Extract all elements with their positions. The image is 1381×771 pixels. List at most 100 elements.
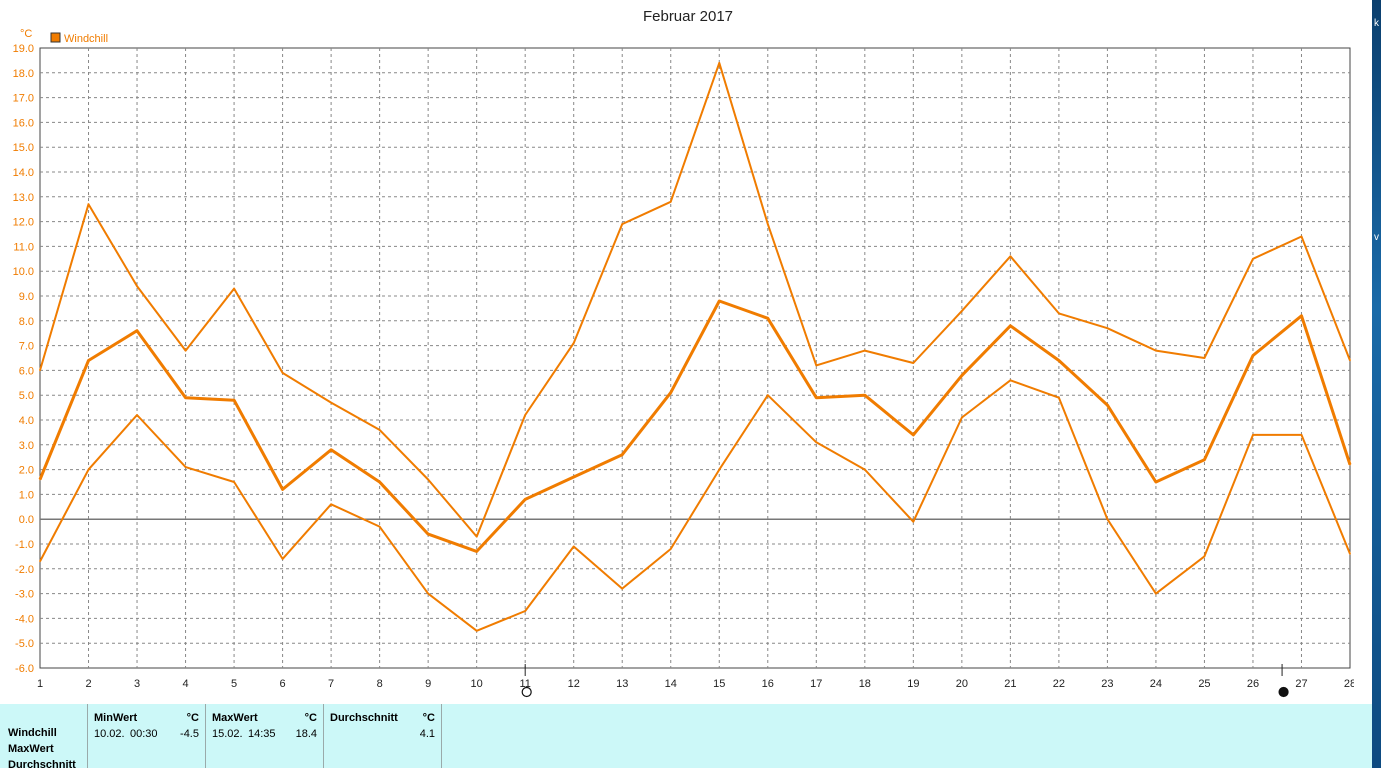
y-tick-label: 15.0	[13, 142, 34, 154]
data-point-max	[136, 285, 138, 287]
data-point-min	[378, 525, 381, 528]
data-point-max	[39, 369, 41, 372]
data-point-max	[961, 310, 963, 312]
stats-date: 10.02.	[94, 728, 125, 740]
data-point-avg	[718, 300, 721, 302]
data-point-min	[1009, 379, 1012, 382]
x-tick-label: 13	[616, 678, 628, 690]
stats-column-header: MaxWert	[212, 712, 258, 724]
data-point-min	[912, 520, 915, 523]
x-tick-label: 12	[568, 678, 580, 690]
x-tick-label: 1	[37, 678, 43, 690]
data-point-max	[815, 364, 818, 367]
grid-lines	[39, 47, 1351, 669]
y-axis-ticks: 19.0 18.0 17.0 16.0 15.0 14.0 13.0 12.0 11.0 10.0…	[13, 43, 34, 675]
desktop-text-fragment: v	[1374, 232, 1379, 243]
y-tick-label: 19.0	[13, 43, 34, 55]
x-tick-label: 10	[471, 678, 483, 690]
series-lines	[38, 61, 1352, 632]
data-point-max	[233, 287, 235, 290]
x-tick-label: 2	[85, 678, 91, 690]
y-tick-label: -2.0	[15, 564, 34, 576]
stats-column-header: MinWert	[94, 712, 138, 724]
y-tick-label: 16.0	[13, 117, 34, 129]
data-point-min	[136, 414, 138, 416]
data-point-avg	[184, 396, 187, 399]
data-point-min	[815, 441, 818, 444]
data-point-min	[1349, 553, 1351, 555]
stats-column-unit: °C	[186, 712, 199, 724]
data-point-avg	[961, 374, 963, 377]
data-point-avg	[378, 481, 381, 483]
data-point-max	[475, 535, 478, 538]
desktop-text-fragment: k	[1374, 18, 1379, 29]
data-point-min	[281, 558, 284, 560]
data-point-min	[864, 468, 866, 471]
statistics-panel: Windchill MaxWert Durchschnitt MinWert °…	[0, 704, 1372, 771]
windchill-chart: Februar 2017 °C Windchill 19.018.017.016…	[13, 8, 1356, 698]
data-point-avg	[912, 434, 915, 436]
x-tick-label: 22	[1053, 678, 1065, 690]
x-tick-label: 16	[762, 678, 774, 690]
data-point-max	[1203, 357, 1206, 359]
x-tick-label: 25	[1198, 678, 1210, 690]
x-tick-label: 15	[713, 678, 725, 690]
data-point-max	[427, 478, 429, 481]
data-point-min	[184, 466, 187, 468]
x-tick-label: 24	[1150, 678, 1162, 690]
stats-column-durchschnitt: Durchschnitt °C 4.1	[324, 704, 442, 768]
plot-frame	[39, 47, 1351, 669]
data-point-avg	[136, 329, 138, 332]
y-tick-label: 0.0	[19, 514, 34, 526]
legend-label: Windchill	[64, 33, 108, 45]
data-point-min	[718, 468, 721, 471]
stats-value: 4.1	[419, 728, 435, 740]
stats-column-unit: °C	[422, 712, 435, 724]
y-tick-label: 10.0	[13, 266, 34, 278]
data-point-max	[669, 200, 672, 203]
x-tick-label: 19	[907, 678, 919, 690]
y-tick-label: 1.0	[19, 489, 34, 501]
data-point-avg	[1058, 359, 1060, 362]
data-point-max	[378, 429, 381, 431]
y-tick-label: 17.0	[13, 93, 34, 105]
data-point-max	[1349, 359, 1351, 362]
data-point-max	[572, 342, 575, 344]
x-tick-label: 3	[134, 678, 140, 690]
y-tick-label: -4.0	[15, 613, 34, 625]
stats-time: 00:30	[130, 728, 158, 740]
legend-swatch	[50, 32, 61, 43]
series-line-min	[39, 379, 1351, 632]
data-point-min	[572, 545, 575, 548]
data-point-min	[961, 416, 963, 419]
data-point-max	[281, 372, 284, 374]
new-moon-icon	[1278, 686, 1289, 698]
y-tick-label: 14.0	[13, 167, 34, 179]
data-point-min	[669, 548, 672, 550]
data-point-max	[766, 223, 769, 225]
y-tick-label: 11.0	[13, 241, 34, 253]
data-point-max	[864, 349, 866, 352]
data-point-avg	[1106, 404, 1109, 406]
data-point-avg	[330, 448, 332, 451]
data-point-min	[475, 630, 478, 632]
data-point-avg	[1349, 463, 1351, 466]
data-point-avg	[1300, 315, 1303, 317]
desktop-background-strip	[1372, 0, 1381, 768]
x-tick-label: 7	[328, 678, 334, 690]
data-point-avg	[1252, 354, 1254, 357]
x-tick-label: 18	[859, 678, 871, 690]
stats-row-label: MaxWert	[8, 743, 54, 755]
x-tick-label: 28	[1344, 678, 1356, 690]
data-point-min	[233, 481, 235, 483]
data-point-avg	[475, 550, 478, 553]
x-tick-label: 11	[519, 678, 530, 690]
data-point-max	[1155, 349, 1157, 352]
stats-column-minwert: MinWert °C 10.02. 00:30 -4.5	[88, 704, 206, 768]
stats-label-column	[0, 704, 88, 768]
x-tick-label: 21	[1004, 678, 1016, 690]
y-tick-label: -6.0	[15, 663, 34, 675]
data-point-avg	[1009, 324, 1012, 327]
data-point-avg	[1203, 458, 1206, 461]
y-tick-label: 3.0	[19, 440, 34, 452]
